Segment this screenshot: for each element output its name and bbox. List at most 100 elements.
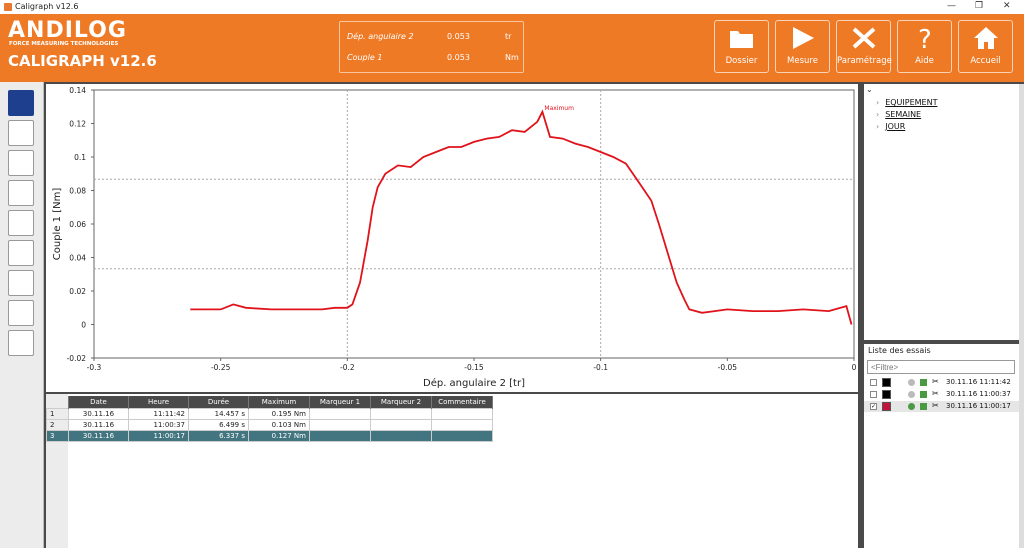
color-swatch[interactable] [882,390,891,399]
tools-icon [852,27,876,49]
table-cell[interactable]: 11:00:37 [128,418,189,431]
table-row[interactable]: 1 30.11.16 11:11:42 14.457 s 0.195 Nm [46,407,493,420]
right-scrollbar[interactable] [1019,84,1024,548]
readout-value: 0.053 [447,53,470,62]
y-tick-label: 0 [81,321,86,330]
torque-chart[interactable]: -0.3 -0.25 -0.2 -0.15 -0.1 -0.05 0 0.14 0.12 0.1 0… [46,84,858,392]
home-icon [974,27,998,49]
table-cell[interactable]: 0.103 Nm [248,418,310,431]
test-checkbox[interactable] [870,379,877,386]
test-label: 30.11.16 11:00:17 [946,402,1011,410]
scissors-icon[interactable]: ✂ [932,377,939,386]
table-cell[interactable]: 6.499 s [188,418,249,431]
tree-item-jour[interactable]: › JOUR [876,122,906,131]
x-tick-label: -0.25 [211,363,231,372]
table-cell[interactable] [431,429,493,442]
magnify-icon[interactable] [8,330,34,356]
table-cell[interactable] [431,418,493,431]
mesure-button[interactable]: Mesure [775,20,830,73]
color-swatch[interactable] [882,402,891,411]
visibility-icon[interactable] [908,391,915,398]
dossier-button[interactable]: Dossier [714,20,769,73]
y-tick-label: 0.06 [69,220,86,229]
x-tick-label: -0.05 [718,363,738,372]
x-tick-label: -0.2 [340,363,355,372]
readout-unit: Nm [505,53,519,62]
excel-export-icon[interactable] [8,300,34,326]
table-cell[interactable]: 3 [46,429,69,442]
table-cell[interactable]: 11:11:42 [128,407,189,420]
table-row[interactable]: 3 30.11.16 11:00:17 6.337 s 0.127 Nm [46,429,493,442]
tree-collapse-icon[interactable]: ⌄ [866,85,873,94]
test-list-item[interactable]: ✂ 30.11.16 11:11:42 [864,377,1019,388]
test-checkbox[interactable]: ✓ [870,403,877,410]
tree-item-equipement[interactable]: › EQUIPEMENT [876,98,938,107]
export-icon[interactable] [8,240,34,266]
table-header[interactable]: Heure [128,396,189,408]
test-list-item[interactable]: ✓ ✂ 30.11.16 11:00:17 [864,401,1019,412]
brand-tagline: FORCE MEASURING TECHNOLOGIES [9,41,119,47]
results-grid: Date Heure Durée Maximum Marqueur 1 Marq… [46,396,493,442]
table-row[interactable]: 2 30.11.16 11:00:37 6.499 s 0.103 Nm [46,418,493,431]
x-tick-label: -0.1 [593,363,608,372]
tree-item-semaine[interactable]: › SEMAINE [876,110,922,119]
visibility-icon[interactable] [908,379,915,386]
test-label: 30.11.16 11:00:37 [946,390,1011,398]
close-button[interactable]: ✕ [1003,1,1011,11]
y-tick-label: 0.14 [69,86,86,95]
table-cell[interactable] [370,407,432,420]
left-toolbar [0,82,44,548]
test-label: 30.11.16 11:11:42 [946,378,1011,386]
table-header[interactable]: Maximum [248,396,310,408]
table-cell[interactable]: 30.11.16 [68,418,129,431]
axis-icon[interactable] [8,270,34,296]
table-header[interactable]: Marqueur 1 [309,396,371,408]
zoom-curve-icon[interactable] [8,120,34,146]
aide-button[interactable]: ? Aide [897,20,952,73]
filter-input[interactable] [867,360,1015,374]
table-header[interactable]: Marqueur 2 [370,396,432,408]
scissors-icon[interactable]: ✂ [932,401,939,410]
table-cell[interactable]: 30.11.16 [68,407,129,420]
table-header[interactable]: Durée [188,396,249,408]
scissors-icon[interactable]: ✂ [932,389,939,398]
table-cell[interactable]: 2 [46,418,69,431]
table-header [46,396,69,408]
parametrage-button[interactable]: Paramétrage [836,20,892,73]
cursor-tool-icon[interactable] [8,90,34,116]
test-checkbox[interactable] [870,391,877,398]
accueil-button[interactable]: Accueil [958,20,1013,73]
restore-button[interactable]: ❐ [975,1,984,11]
y-tick-label: 0.08 [69,187,86,196]
table-cell[interactable] [370,418,432,431]
y-tick-label: -0.02 [67,354,87,363]
table-cell[interactable] [309,429,371,442]
table-cell[interactable] [309,407,371,420]
table-cell[interactable]: 1 [46,407,69,420]
app-header: ANDILOG FORCE MEASURING TECHNOLOGIES CAL… [0,14,1024,82]
table-cell[interactable] [370,429,432,442]
table-cell[interactable]: 6.337 s [188,429,249,442]
xy-axes-icon[interactable] [8,180,34,206]
color-swatch[interactable] [882,378,891,387]
table-cell[interactable]: 14.457 s [188,407,249,420]
table-cell[interactable] [431,407,493,420]
table-header[interactable]: Date [68,396,129,408]
minimize-button[interactable]: — [947,1,956,11]
table-cell[interactable]: 30.11.16 [68,429,129,442]
chart-area[interactable]: -0.3 -0.25 -0.2 -0.15 -0.1 -0.05 0 0.14 0.12 0.1 0… [46,84,858,392]
excel-icon[interactable] [920,403,927,410]
visibility-icon[interactable] [908,403,915,410]
excel-icon[interactable] [920,391,927,398]
add-graph-icon[interactable] [8,210,34,236]
table-cell[interactable]: 0.195 Nm [248,407,310,420]
grid-delete-icon[interactable] [8,150,34,176]
table-header[interactable]: Commentaire [431,396,493,408]
table-cell[interactable]: 0.127 Nm [248,429,310,442]
table-cell[interactable] [309,418,371,431]
test-list-item[interactable]: ✂ 30.11.16 11:00:37 [864,389,1019,400]
y-tick-label: 0.02 [69,287,86,296]
table-cell[interactable]: 11:00:17 [128,429,189,442]
readout-value: 0.053 [447,32,470,41]
excel-icon[interactable] [920,379,927,386]
